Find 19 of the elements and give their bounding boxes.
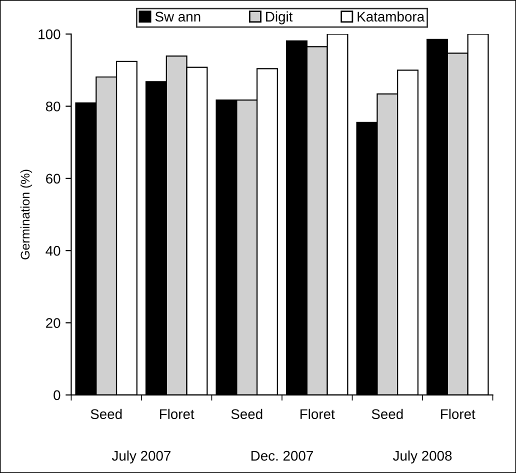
- y-tick-label: 0: [54, 390, 60, 400]
- text: July 2008: [393, 450, 452, 464]
- x-tick-label: Seed: [372, 408, 403, 420]
- x-tick-label: Floret: [441, 408, 476, 420]
- legend-label: Sw ann: [155, 12, 200, 22]
- x-tick-label: Seed: [90, 408, 122, 420]
- y-tick-label: 80: [46, 102, 60, 112]
- x-tick-label: Floret: [160, 408, 194, 420]
- y-axis-title: Germination (%): [20, 170, 32, 260]
- y-tick-label: 40: [46, 246, 60, 256]
- text: July 2007: [112, 450, 170, 464]
- legend-label: Digit: [266, 11, 293, 24]
- y-tick-label: 100: [38, 29, 60, 40]
- y-tick-label: 20: [46, 318, 60, 328]
- x-tick-label: Floret: [300, 408, 335, 420]
- y-tick-label: 60: [46, 174, 60, 184]
- legend-label: Katambora: [358, 11, 425, 22]
- text: Dec. 2007: [251, 450, 313, 461]
- x-tick-label: Seed: [231, 408, 262, 420]
